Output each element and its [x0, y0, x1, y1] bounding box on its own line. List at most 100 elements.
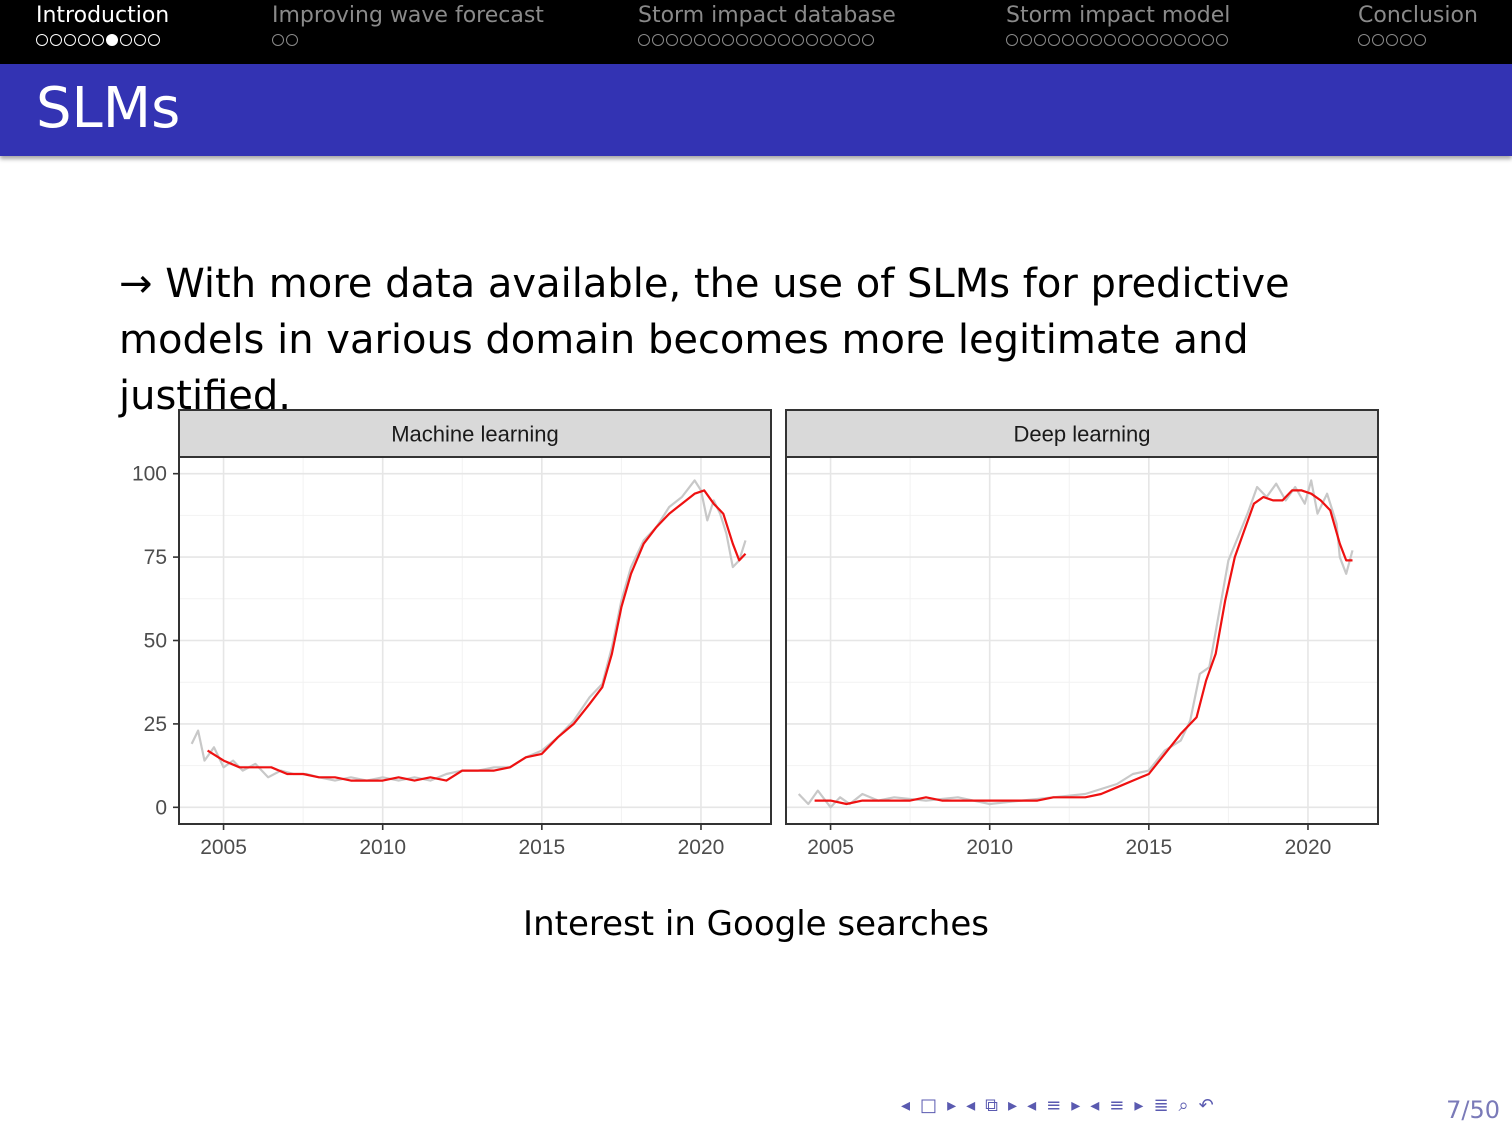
nav-frame-dot[interactable] — [1358, 34, 1370, 46]
nav-frame-dot[interactable] — [272, 34, 284, 46]
nav-frame-dot[interactable] — [862, 34, 874, 46]
nav-section-icon[interactable]: ≡ — [1046, 1095, 1062, 1116]
y-axis: 0 25 50 75 100 — [132, 463, 179, 819]
nav-section-storm-impact-model[interactable]: Storm impact model — [1006, 0, 1230, 46]
nav-frame-dot[interactable] — [148, 34, 160, 46]
x-tick-label: 2005 — [200, 836, 247, 859]
nav-frame-dot[interactable] — [1104, 34, 1116, 46]
nav-section-introduction[interactable]: Introduction — [36, 0, 169, 46]
nav-frame-dot[interactable] — [834, 34, 846, 46]
nav-frame-dot[interactable] — [36, 34, 48, 46]
section-navigation-bar: Introduction Improving wave forecast Sto… — [0, 0, 1512, 64]
page-number: 7/50 — [1446, 1096, 1500, 1124]
nav-frame-dot[interactable] — [680, 34, 692, 46]
nav-part-icon[interactable]: ≡ — [1109, 1095, 1125, 1116]
nav-frame-dot[interactable] — [1090, 34, 1102, 46]
nav-frame-dot[interactable] — [1372, 34, 1384, 46]
nav-frame-dot[interactable] — [1132, 34, 1144, 46]
y-tick-label: 75 — [144, 546, 167, 569]
chart-panel-deep-learning: Deep learning 2005 2010 2015 2020 — [785, 409, 1379, 859]
nav-prev-section-icon[interactable]: ◂ — [1027, 1095, 1037, 1116]
nav-frame-dot[interactable] — [1400, 34, 1412, 46]
body-text-line: models in various domain becomes more le… — [119, 317, 1249, 419]
nav-frame-dot[interactable] — [778, 34, 790, 46]
x-tick-label: 2010 — [359, 836, 406, 859]
nav-prev-frame-icon[interactable]: ◂ — [901, 1095, 911, 1116]
x-tick-label: 2005 — [807, 836, 854, 859]
nav-section-improving-wave-forecast[interactable]: Improving wave forecast — [272, 0, 544, 46]
nav-section-storm-impact-database[interactable]: Storm impact database — [638, 0, 896, 46]
beamer-navigation-controls: ◂ □ ▸ ◂ ⧉ ▸ ◂ ≡ ▸ ◂ ≡ ▸ ≣ ⌕ ↶ — [898, 1092, 1217, 1120]
x-tick-label: 2015 — [518, 836, 565, 859]
nav-frame-dot[interactable] — [1076, 34, 1088, 46]
nav-frame-dot[interactable] — [848, 34, 860, 46]
nav-frame-dots — [1006, 34, 1230, 46]
nav-prev-subsection-icon[interactable]: ◂ — [966, 1095, 976, 1116]
nav-frame-dot[interactable] — [736, 34, 748, 46]
nav-frame-icon[interactable]: □ — [920, 1095, 938, 1116]
nav-next-frame-icon[interactable]: ▸ — [947, 1095, 957, 1116]
nav-align-icon[interactable]: ≣ — [1153, 1095, 1169, 1116]
nav-frame-dot[interactable] — [1160, 34, 1172, 46]
nav-frame-dot[interactable] — [1006, 34, 1018, 46]
nav-section-label: Storm impact model — [1006, 3, 1231, 28]
y-tick-label: 0 — [155, 796, 167, 819]
nav-frame-dot[interactable] — [638, 34, 650, 46]
nav-section-label: Conclusion — [1358, 3, 1478, 28]
nav-undo-icon[interactable]: ↶ — [1198, 1095, 1214, 1116]
nav-frame-dot[interactable] — [806, 34, 818, 46]
nav-frame-dots — [638, 34, 896, 46]
nav-next-subsection-icon[interactable]: ▸ — [1008, 1095, 1018, 1116]
nav-frame-dot[interactable] — [1386, 34, 1398, 46]
google-trends-chart: Machine learning 2005 2010 2015 2020 Deep le… — [132, 409, 1379, 859]
x-tick-label: 2015 — [1125, 836, 1172, 859]
nav-frame-dot[interactable] — [1062, 34, 1074, 46]
nav-section-conclusion[interactable]: Conclusion — [1358, 0, 1478, 46]
nav-frame-dot[interactable] — [764, 34, 776, 46]
nav-frame-dot-current[interactable] — [106, 34, 118, 46]
nav-frame-dot[interactable] — [1202, 34, 1214, 46]
series-line-smoothed — [814, 489, 1353, 806]
facet-strip-label: Machine learning — [391, 422, 559, 447]
nav-frame-dot[interactable] — [1216, 34, 1228, 46]
y-tick-label: 100 — [132, 463, 167, 486]
nav-subsection-icon[interactable]: ⧉ — [985, 1095, 999, 1116]
nav-frame-dot[interactable] — [1020, 34, 1032, 46]
nav-next-part-icon[interactable]: ▸ — [1134, 1095, 1144, 1116]
nav-frame-dot[interactable] — [1034, 34, 1046, 46]
x-tick-label: 2010 — [966, 836, 1013, 859]
body-text: → With more data available, the use of S… — [119, 256, 1419, 424]
nav-section-label: Storm impact database — [638, 3, 896, 28]
nav-frame-dot[interactable] — [792, 34, 804, 46]
nav-frame-dot[interactable] — [1188, 34, 1200, 46]
nav-frame-dot[interactable] — [666, 34, 678, 46]
nav-frame-dot[interactable] — [750, 34, 762, 46]
nav-frame-dot[interactable] — [820, 34, 832, 46]
nav-search-icon[interactable]: ⌕ — [1178, 1095, 1189, 1116]
nav-frame-dot[interactable] — [286, 34, 298, 46]
nav-frame-dot[interactable] — [134, 34, 146, 46]
nav-frame-dot[interactable] — [92, 34, 104, 46]
nav-frame-dot[interactable] — [1174, 34, 1186, 46]
y-tick-label: 25 — [144, 713, 167, 736]
nav-frame-dot[interactable] — [652, 34, 664, 46]
nav-frame-dot[interactable] — [64, 34, 76, 46]
nav-frame-dot[interactable] — [722, 34, 734, 46]
nav-frame-dot[interactable] — [78, 34, 90, 46]
nav-frame-dot[interactable] — [120, 34, 132, 46]
nav-frame-dot[interactable] — [694, 34, 706, 46]
nav-frame-dot[interactable] — [1118, 34, 1130, 46]
series-line-smoothed — [207, 489, 747, 782]
x-tick-label: 2020 — [678, 836, 725, 859]
nav-frame-dot[interactable] — [708, 34, 720, 46]
nav-frame-dot[interactable] — [1048, 34, 1060, 46]
nav-frame-dot[interactable] — [50, 34, 62, 46]
facet-strip — [785, 409, 1379, 458]
nav-next-section-icon[interactable]: ▸ — [1071, 1095, 1081, 1116]
nav-frame-dot[interactable] — [1414, 34, 1426, 46]
nav-prev-part-icon[interactable]: ◂ — [1090, 1095, 1100, 1116]
chart-panel-machine-learning: Machine learning 2005 2010 2015 2020 — [178, 409, 772, 859]
nav-frame-dot[interactable] — [1146, 34, 1158, 46]
nav-frame-dots — [272, 34, 544, 46]
nav-frame-dots — [1358, 34, 1478, 46]
